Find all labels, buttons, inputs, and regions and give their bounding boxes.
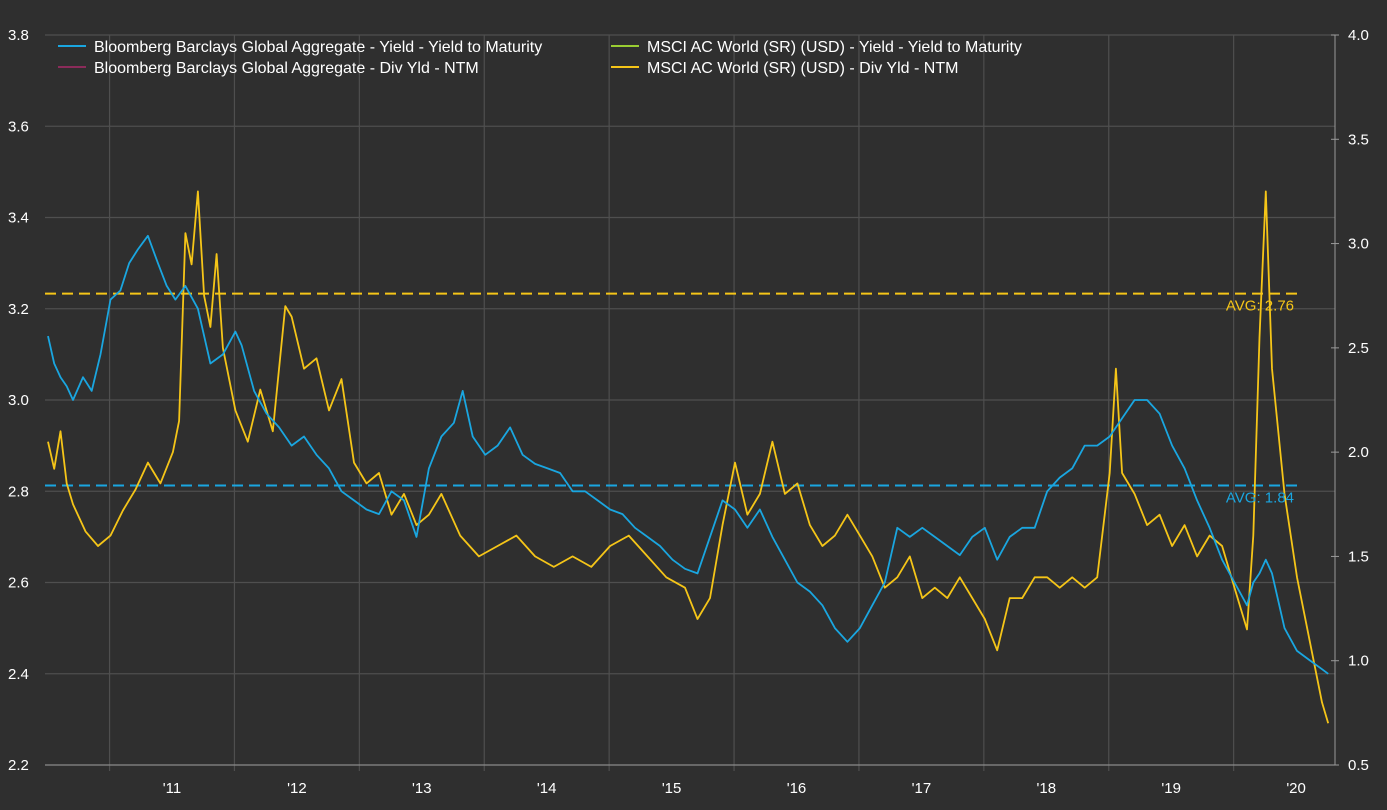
y-left-tick-label: 2.4 (8, 666, 29, 683)
y-left-tick-label: 3.2 (8, 301, 29, 318)
x-axis-ticks: '11 '12 '13 '14 '15 '16 '17 '18 '19 '20 (163, 780, 1306, 797)
y-left-tick-label: 2.2 (8, 757, 29, 774)
vertical-gridlines (108, 35, 1235, 771)
x-tick-label: '19 (1161, 780, 1181, 797)
y-left-tick-label: 3.0 (8, 392, 29, 409)
y-right-tick-label: 0.5 (1348, 757, 1369, 774)
y-right-tick-label: 4.0 (1348, 27, 1369, 44)
legend: Bloomberg Barclays Global Aggregate - Yi… (58, 39, 1022, 77)
left-y-axis-ticks: 2.2 2.4 2.6 2.8 3.0 3.2 3.4 3.6 3.8 (8, 27, 29, 774)
legend-entry: MSCI AC World (SR) (USD) - Yield - Yield… (647, 39, 1022, 56)
x-tick-label: '20 (1286, 780, 1306, 797)
x-tick-label: '18 (1037, 780, 1057, 797)
y-left-tick-label: 3.8 (8, 27, 29, 44)
y-right-tick-label: 2.0 (1348, 444, 1369, 461)
y-left-tick-label: 3.4 (8, 210, 29, 227)
y-left-tick-label: 2.8 (8, 483, 29, 500)
x-tick-label: '17 (912, 780, 932, 797)
legend-entry: Bloomberg Barclays Global Aggregate - Yi… (94, 39, 542, 56)
average-lines (45, 292, 1298, 487)
y-right-tick-label: 3.0 (1348, 236, 1369, 253)
legend-entry: Bloomberg Barclays Global Aggregate - Di… (94, 60, 479, 77)
average-label: AVG: 2.76 (1226, 298, 1294, 315)
x-tick-label: '12 (287, 780, 307, 797)
y-left-tick-label: 2.6 (8, 575, 29, 592)
x-tick-label: '13 (412, 780, 432, 797)
y-right-tick-label: 1.0 (1348, 653, 1369, 670)
average-labels: AVG: 2.76 AVG: 1.84 (1226, 298, 1294, 507)
y-right-tick-label: 2.5 (1348, 340, 1369, 357)
average-label: AVG: 1.84 (1226, 490, 1294, 507)
legend-entry: MSCI AC World (SR) (USD) - Div Yld - NTM (647, 60, 958, 77)
y-right-tick-label: 3.5 (1348, 131, 1369, 148)
series-line-bbga-ytm (47, 234, 1329, 675)
y-right-tick-label: 1.5 (1348, 548, 1369, 565)
y-left-tick-label: 3.6 (8, 118, 29, 135)
x-tick-label: '11 (163, 780, 181, 797)
x-tick-label: '15 (662, 780, 682, 797)
x-tick-label: '16 (787, 780, 807, 797)
x-tick-label: '14 (537, 780, 557, 797)
right-y-axis-ticks: 0.5 1.0 1.5 2.0 2.5 3.0 3.5 4.0 (1331, 27, 1369, 774)
series-lines (47, 190, 1330, 724)
